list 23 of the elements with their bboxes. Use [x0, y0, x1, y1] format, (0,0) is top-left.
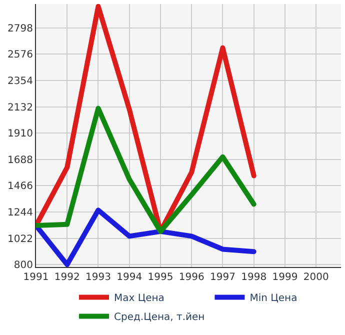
y-tick-label: 1022 [8, 234, 33, 245]
x-tick-label: 1998 [241, 272, 267, 283]
legend-label: Max Цена [114, 293, 164, 304]
y-tick-label: 2132 [8, 102, 33, 114]
x-tick-label: 1993 [86, 272, 111, 283]
x-tick-label: 1991 [23, 272, 49, 283]
y-tick-label: 2798 [8, 23, 33, 34]
x-tick-label: 1997 [210, 272, 236, 283]
x-tick-label: 2000 [303, 272, 329, 283]
x-tick-label: 1996 [178, 272, 204, 283]
y-tick-label: 800 [14, 260, 33, 272]
legend-label: Min Цена [250, 293, 298, 304]
x-tick-label: 1995 [148, 272, 174, 283]
y-tick-label: 2354 [8, 76, 33, 88]
y-tick-label: 2576 [8, 50, 33, 61]
x-tick-label: 1999 [272, 272, 298, 283]
x-tick-label: 1994 [116, 272, 142, 283]
y-tick-label: 1244 [8, 208, 33, 219]
legend-label: Сред.Цена, т.йен [114, 312, 205, 324]
y-tick-label: 1688 [8, 154, 33, 166]
y-tick-label: 1466 [8, 181, 33, 192]
x-tick-label: 1992 [54, 272, 80, 283]
y-tick-label: 1910 [8, 128, 33, 140]
